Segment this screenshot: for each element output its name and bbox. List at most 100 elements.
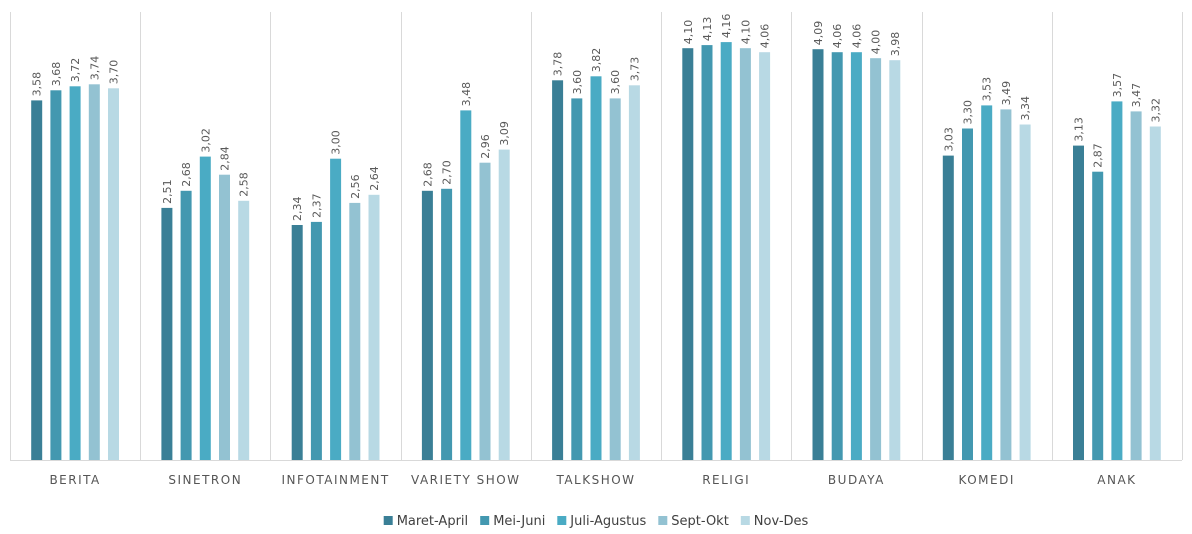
bar	[1149, 126, 1161, 460]
bar	[1073, 145, 1084, 460]
data-label: 3,53	[981, 77, 994, 102]
data-label: 4,06	[850, 24, 863, 49]
bar	[701, 45, 713, 460]
data-label: 4,16	[720, 14, 733, 39]
category-label: BERITA	[49, 473, 100, 487]
legend: Maret-April Mei-Juni Juli-Agustus Sept-Okt N…	[383, 514, 809, 529]
data-label: 3,30	[962, 100, 975, 125]
bar	[812, 49, 824, 460]
legend-label: Juli-Agustus	[569, 514, 646, 529]
bar	[291, 225, 303, 460]
bar	[1130, 111, 1142, 461]
data-label: 4,10	[682, 20, 695, 45]
data-label: 2,34	[291, 197, 304, 222]
bar	[180, 190, 192, 461]
data-label: 4,13	[701, 17, 714, 42]
bar	[609, 98, 621, 461]
category-label: TALKSHOW	[555, 473, 635, 487]
bar	[330, 158, 342, 460]
data-label: 3,00	[330, 130, 343, 155]
bar	[1000, 109, 1012, 461]
bar	[962, 128, 973, 460]
bar	[368, 194, 380, 461]
category-label: ANAK	[1097, 473, 1136, 487]
bar	[590, 76, 602, 461]
data-label: 2,58	[238, 172, 251, 197]
legend-label: Nov-Des	[754, 514, 809, 529]
bar	[50, 90, 62, 461]
bar	[310, 221, 322, 460]
data-label: 3,13	[1073, 117, 1086, 142]
bar	[349, 202, 361, 460]
legend-swatch	[557, 516, 567, 525]
bar	[981, 105, 993, 461]
data-label: 2,68	[421, 162, 434, 187]
bar	[108, 88, 119, 461]
bar	[759, 52, 771, 460]
legend-label: Mei-Juni	[493, 514, 545, 529]
bar	[31, 100, 43, 461]
bar	[831, 52, 843, 460]
data-label: 4,06	[759, 24, 772, 49]
bar	[69, 86, 81, 461]
category-labels: BERITA SINETRON INFOTAINMENT VARIETY SHOW TA…	[49, 473, 1136, 487]
data-label: 3,09	[498, 121, 511, 146]
category-label: SINETRON	[168, 473, 242, 487]
bar	[552, 80, 564, 461]
data-label: 3,60	[609, 70, 622, 95]
data-label: 2,51	[161, 179, 174, 204]
bar	[682, 48, 694, 460]
legend-label: Sept-Okt	[671, 514, 729, 529]
data-label: 2,56	[349, 174, 362, 199]
bar	[479, 162, 491, 460]
bar	[889, 60, 901, 460]
category-label: BUDAYA	[828, 473, 885, 487]
bar-marks	[31, 42, 1161, 461]
legend-swatch	[658, 516, 668, 525]
bar	[498, 149, 510, 460]
bar	[199, 156, 211, 460]
data-label: 2,37	[310, 193, 323, 218]
data-label: 3,47	[1130, 83, 1143, 108]
data-label: 3,60	[571, 70, 584, 95]
bar	[161, 207, 173, 460]
data-label: 2,64	[368, 166, 381, 191]
data-label: 3,72	[69, 58, 82, 83]
category-separators	[10, 12, 1183, 460]
data-label: 3,73	[628, 57, 641, 82]
data-label: 4,00	[870, 30, 883, 55]
data-label: 3,57	[1111, 73, 1124, 98]
data-label: 2,96	[479, 134, 492, 159]
legend-label: Maret-April	[397, 514, 468, 529]
category-label: RELIGI	[702, 473, 750, 487]
bar	[1092, 171, 1104, 460]
bar	[238, 200, 250, 461]
data-label: 4,09	[812, 21, 825, 46]
data-label: 3,74	[88, 56, 101, 81]
bar	[88, 84, 100, 461]
category-label: INFOTAINMENT	[281, 473, 389, 487]
data-label: 3,49	[1000, 81, 1013, 106]
bar	[850, 52, 862, 460]
data-label: 3,48	[460, 82, 473, 107]
bar	[720, 42, 732, 460]
bar	[1111, 101, 1123, 461]
data-label: 2,84	[219, 146, 232, 171]
bar	[441, 188, 453, 461]
data-label: 3,03	[942, 127, 955, 152]
data-label: 3,02	[199, 128, 212, 153]
bar	[739, 48, 751, 460]
data-label: 3,34	[1019, 96, 1032, 121]
data-label: 3,32	[1149, 98, 1162, 123]
data-label: 3,58	[31, 72, 44, 97]
bar	[460, 110, 472, 461]
legend-swatch	[383, 516, 393, 525]
bar	[219, 174, 230, 460]
category-label: KOMEDI	[959, 473, 1015, 487]
data-label: 2,70	[441, 160, 454, 185]
data-label: 3,82	[590, 48, 603, 73]
data-labels: 3,58 3,68 3,72 3,74 3,70 2,51 2,68 3,02 2,84 2,58…	[31, 14, 1163, 221]
data-label: 2,68	[180, 162, 193, 187]
data-label: 3,98	[889, 32, 902, 57]
